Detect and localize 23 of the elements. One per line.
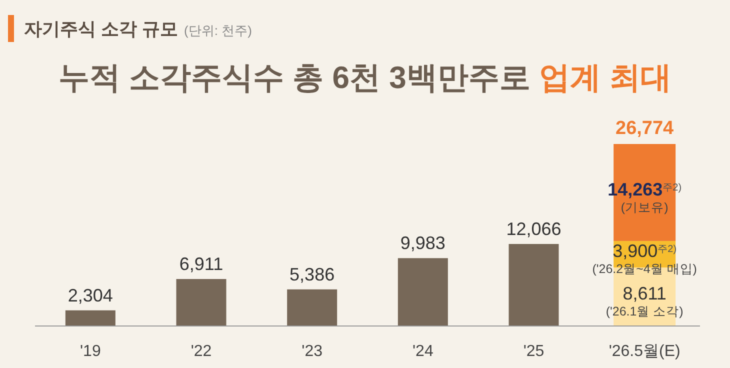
total-label: 26,774: [616, 118, 674, 139]
x-tick-label: '19: [80, 343, 101, 360]
x-tick-label: '24: [412, 343, 434, 360]
bar: [398, 258, 448, 326]
chart-title: 누적 소각주식수 총 6천 3백만주로 업계 최대: [58, 60, 672, 95]
x-tick-label: '22: [190, 343, 212, 360]
data-label: 12,066: [506, 218, 562, 239]
annotation: ('26.1월 소각): [606, 304, 684, 319]
bar: [508, 244, 559, 326]
data-label: 9,983: [400, 233, 446, 254]
data-label: 2,304: [68, 285, 113, 306]
bar: [65, 310, 116, 326]
bar: [176, 279, 226, 326]
bar: [287, 289, 338, 326]
data-label: 8,611: [622, 284, 666, 304]
chart-subtitle: 자기주식 소각 규모: [24, 19, 178, 39]
text: (단위: 천주): [184, 23, 252, 38]
data-label: 5,386: [290, 264, 335, 284]
x-tick-label: '26.5월(E): [608, 343, 680, 360]
data-label: 6,911: [179, 254, 224, 274]
x-tick-label: '23: [302, 343, 323, 360]
x-tick-label: '25: [523, 343, 544, 360]
annotation: (기보유): [620, 200, 668, 214]
